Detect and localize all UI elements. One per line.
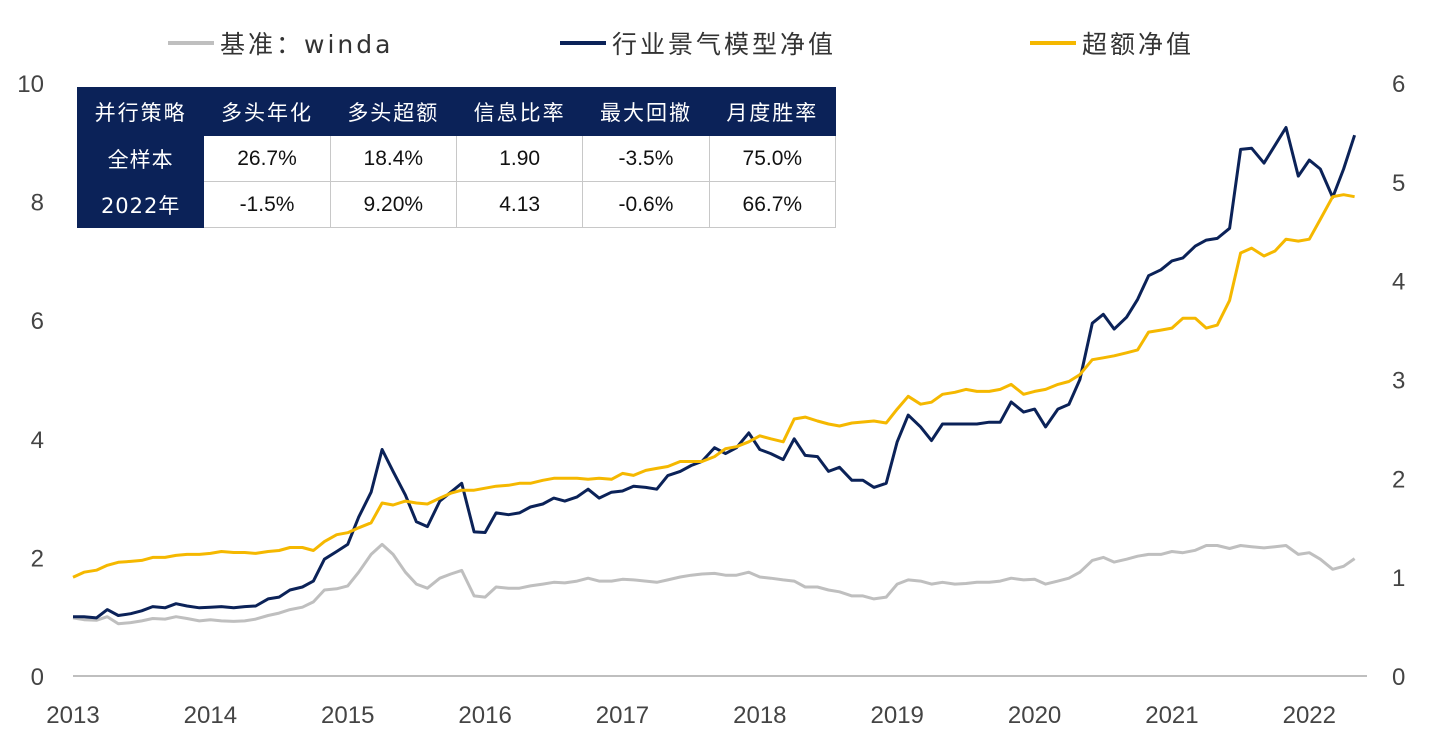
left-axis-tick-label: 0	[31, 664, 44, 691]
x-axis-ticks: 2013 2014 2015 2016 2017 2018 2019 2020 2021 2022	[46, 702, 1336, 729]
series-line-excess-nav	[72, 193, 1355, 579]
table-cell: 9.20%	[329, 181, 457, 228]
legend-swatch-model-nav	[560, 41, 606, 45]
performance-table: 并行策略 多头年化 多头超额 信息比率 最大回撤 月度胜率 全样本 26.7% …	[76, 87, 837, 228]
series-lines	[72, 126, 1357, 626]
legend-item-excess-nav[interactable]: 超额净值	[1030, 26, 1194, 60]
x-axis-tick-label: 2021	[1145, 702, 1198, 729]
table-header: 多头超额	[329, 87, 457, 136]
left-axis-tick-label: 8	[31, 190, 44, 217]
table-row-label: 2022年	[76, 181, 205, 228]
x-axis-tick-label: 2017	[596, 702, 649, 729]
table-cell: 18.4%	[329, 135, 457, 182]
table-header: 月度胜率	[708, 87, 837, 136]
legend-swatch-excess-nav	[1030, 41, 1076, 45]
x-axis-tick-label: 2015	[321, 702, 374, 729]
table-header: 信息比率	[455, 87, 584, 136]
table-cell: 66.7%	[708, 181, 837, 228]
legend-label-model-nav: 行业景气模型净值	[612, 30, 837, 59]
right-axis-tick-label: 5	[1392, 170, 1405, 197]
table-cell: 75.0%	[708, 135, 837, 182]
legend-item-model-nav[interactable]: 行业景气模型净值	[560, 26, 836, 60]
table-cell: 4.13	[455, 181, 584, 228]
x-axis-tick-label: 2020	[1008, 702, 1061, 729]
left-axis-ticks: 0 2 4 6 8 10	[17, 71, 44, 691]
left-axis-tick-label: 4	[31, 427, 44, 454]
table-header: 并行策略	[76, 87, 205, 136]
table-cell: 26.7%	[203, 135, 331, 182]
table-row: 全样本 26.7% 18.4% 1.90 -3.5% 75.0%	[76, 135, 837, 182]
right-axis-tick-label: 0	[1392, 664, 1405, 691]
right-axis-tick-label: 4	[1392, 269, 1405, 296]
right-axis-tick-label: 3	[1392, 368, 1405, 395]
table-row-label: 全样本	[76, 135, 205, 182]
table-cell: -0.6%	[582, 181, 710, 228]
x-axis-tick-label: 2016	[458, 702, 511, 729]
x-axis-tick-label: 2018	[733, 702, 786, 729]
series-line-benchmark	[72, 542, 1356, 626]
legend-swatch-benchmark	[168, 41, 214, 45]
table-header-row: 并行策略 多头年化 多头超额 信息比率 最大回撤 月度胜率	[76, 87, 837, 136]
series-line-model-nav	[73, 126, 1357, 620]
table-header: 多头年化	[203, 87, 331, 136]
legend-item-benchmark[interactable]: 基准：winda	[168, 26, 393, 60]
table-header: 最大回撤	[582, 87, 710, 136]
table-cell: 1.90	[455, 135, 584, 182]
left-axis-tick-label: 2	[31, 545, 44, 572]
x-axis-tick-label: 2019	[871, 702, 924, 729]
legend-label-benchmark: 基准：winda	[220, 30, 394, 59]
right-axis-ticks: 0 1 2 3 4 5 6	[1392, 71, 1405, 691]
x-axis-tick-label: 2022	[1283, 702, 1336, 729]
left-axis-tick-label: 10	[17, 71, 44, 98]
table-row: 2022年 -1.5% 9.20% 4.13 -0.6% 66.7%	[76, 181, 837, 228]
legend-label-excess-nav: 超额净值	[1082, 30, 1195, 59]
right-axis-tick-label: 2	[1392, 466, 1405, 493]
table-cell: -1.5%	[203, 181, 331, 228]
table-cell: -3.5%	[582, 135, 710, 182]
left-axis-tick-label: 6	[31, 308, 44, 335]
x-axis-tick-label: 2013	[46, 702, 99, 729]
right-axis-tick-label: 6	[1392, 71, 1405, 98]
x-axis-tick-label: 2014	[184, 702, 237, 729]
right-axis-tick-label: 1	[1392, 565, 1405, 592]
